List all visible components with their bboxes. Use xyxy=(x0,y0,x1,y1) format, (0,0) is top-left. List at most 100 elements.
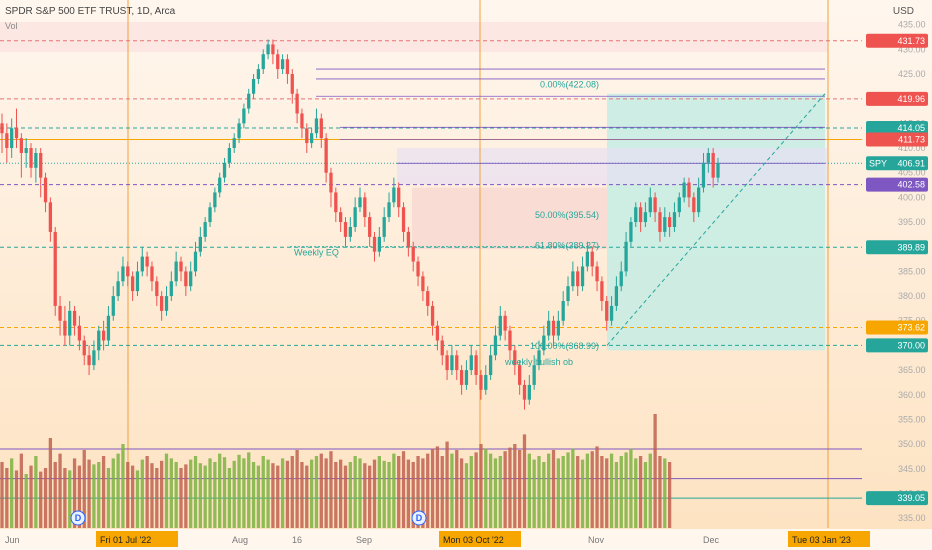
volume-bar xyxy=(203,465,207,528)
volume-bar xyxy=(174,462,178,528)
candle-body xyxy=(672,212,677,227)
candle-body xyxy=(101,330,106,341)
candle-body xyxy=(14,128,19,139)
volume-bar xyxy=(314,456,319,528)
volume-bar xyxy=(619,456,623,528)
volume-bar xyxy=(643,462,648,528)
candle-body xyxy=(430,305,435,326)
candle-body xyxy=(488,355,493,376)
candle-body xyxy=(571,271,575,287)
candle-body xyxy=(43,177,48,203)
volume-bar xyxy=(600,456,604,528)
y-tick-label: 395.00 xyxy=(898,217,926,227)
volume-bar xyxy=(19,453,23,528)
candle-body xyxy=(653,197,657,213)
candle-body xyxy=(319,118,323,139)
x-axis-label: Jun xyxy=(5,535,20,545)
volume-bar xyxy=(488,453,493,528)
volume-bar xyxy=(247,452,251,528)
candle-body xyxy=(29,148,33,168)
volume-bar xyxy=(585,453,590,528)
y-tick-label: 400.00 xyxy=(898,192,926,202)
candle-body xyxy=(164,296,169,311)
candle-body xyxy=(271,44,275,55)
candle-body xyxy=(106,315,111,341)
candle-body xyxy=(677,197,681,213)
x-axis-label: 16 xyxy=(292,535,302,545)
volume-bar xyxy=(580,459,585,528)
price-label-value: 419.96 xyxy=(897,94,925,104)
candle-body xyxy=(358,197,362,208)
candle-body xyxy=(474,355,478,376)
y-tick-label: 365.00 xyxy=(898,365,926,375)
y-tick-label: 350.00 xyxy=(898,439,926,449)
candle-body xyxy=(624,241,628,272)
volume-bar xyxy=(363,463,367,528)
price-label-value: 389.89 xyxy=(897,242,925,252)
y-tick-label: 380.00 xyxy=(898,291,926,301)
x-axis-label: Aug xyxy=(232,535,248,545)
volume-bar xyxy=(653,414,657,528)
candle-body xyxy=(464,370,469,385)
candle-body xyxy=(498,315,502,336)
candle-body xyxy=(242,108,246,124)
volume-bar xyxy=(576,456,580,528)
candle-body xyxy=(416,261,420,277)
volume-bar xyxy=(339,459,343,528)
dividend-marker-label: D xyxy=(416,513,423,523)
volume-bar xyxy=(426,453,430,528)
volume-bar xyxy=(551,450,556,528)
candle-body xyxy=(5,133,9,149)
volume-bar xyxy=(392,453,396,528)
fib-annotation: 61.80%(389.27) xyxy=(535,241,599,251)
volume-bar xyxy=(97,462,101,528)
volume-bar xyxy=(101,456,106,528)
volume-bar xyxy=(609,453,614,528)
volume-bar xyxy=(121,444,125,528)
volume-bar xyxy=(450,453,454,528)
candle-body xyxy=(145,256,149,267)
candle-body xyxy=(227,148,232,163)
resistance-zone xyxy=(0,22,828,52)
candle-body xyxy=(711,152,715,178)
volume-bar xyxy=(34,456,38,528)
candle-body xyxy=(542,335,546,351)
candle-body xyxy=(435,325,440,341)
candle-body xyxy=(643,212,648,223)
candle-body xyxy=(701,162,706,188)
candle-body xyxy=(232,138,236,149)
price-label-value: 431.73 xyxy=(897,36,925,46)
candle-body xyxy=(353,207,357,227)
volume-bar xyxy=(256,465,261,528)
volume-bar xyxy=(595,446,599,528)
candle-body xyxy=(203,222,207,237)
volume-bar xyxy=(92,464,96,528)
volume-bar xyxy=(48,438,53,528)
candle-body xyxy=(595,266,599,282)
volume-bar xyxy=(169,458,173,528)
candle-body xyxy=(368,217,372,237)
candle-body xyxy=(189,271,193,287)
volume-bar xyxy=(648,453,652,528)
volume-bar xyxy=(518,450,522,528)
price-label-tag: SPY xyxy=(869,158,887,168)
volume-bar xyxy=(179,468,183,528)
candle-body xyxy=(493,335,498,356)
candle-body xyxy=(82,340,86,356)
candle-body xyxy=(692,197,696,213)
candle-body xyxy=(150,266,154,282)
volume-label: Vol xyxy=(5,21,18,31)
candle-body xyxy=(590,251,594,267)
volume-bar xyxy=(358,458,362,528)
candle-body xyxy=(222,162,227,178)
candle-body xyxy=(532,365,536,385)
candle-body xyxy=(576,271,580,287)
candle-body xyxy=(160,296,164,311)
volume-bar xyxy=(276,465,280,528)
volume-bar xyxy=(232,460,236,528)
volume-bar xyxy=(455,450,459,528)
volume-bar xyxy=(440,456,444,528)
candle-body xyxy=(130,276,135,292)
volume-bar xyxy=(184,464,188,528)
